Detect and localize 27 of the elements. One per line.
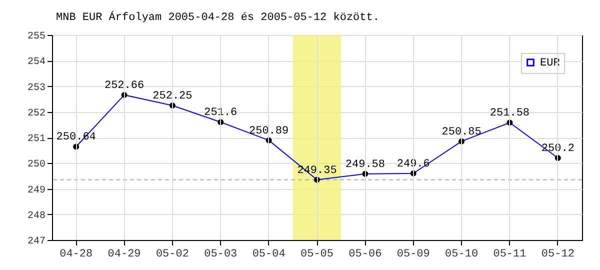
chart-title: MNB EUR Árfolyam 2005-04-28 és 2005-05-12 között. xyxy=(56,10,380,24)
y-tick-label: 249 xyxy=(27,185,46,196)
x-tick-label: 04-28 xyxy=(60,248,93,260)
data-label: 251.58 xyxy=(490,108,530,120)
x-tick-label: 05-04 xyxy=(252,248,286,260)
y-tick-label: 254 xyxy=(27,57,46,68)
y-tick-label: 253 xyxy=(27,82,46,94)
x-tick-label: 04-29 xyxy=(108,248,141,260)
data-label: 252.66 xyxy=(104,80,144,92)
x-tick-label: 05-03 xyxy=(204,248,238,260)
x-tick-label: 05-09 xyxy=(396,248,430,260)
data-label: 250.89 xyxy=(249,125,289,138)
x-tick-label: 05-11 xyxy=(493,248,527,260)
y-tick-label: 252 xyxy=(27,108,46,120)
y-tick-label: 250 xyxy=(27,160,46,171)
x-tick-label: 05-12 xyxy=(541,248,574,260)
data-label: 252.25 xyxy=(152,90,192,102)
y-tick-label: 247 xyxy=(27,236,46,248)
data-label: 249.58 xyxy=(345,158,385,171)
x-tick-label: 05-02 xyxy=(156,248,189,260)
x-tick-label: 05-10 xyxy=(445,248,478,260)
x-tick-label: 05-06 xyxy=(348,248,382,260)
x-tick-label: 05-05 xyxy=(300,248,334,260)
data-label: 250.85 xyxy=(442,126,482,138)
y-tick-label: 251 xyxy=(27,134,46,145)
y-tick-label: 255 xyxy=(27,32,46,42)
y-tick-label: 248 xyxy=(27,210,46,222)
